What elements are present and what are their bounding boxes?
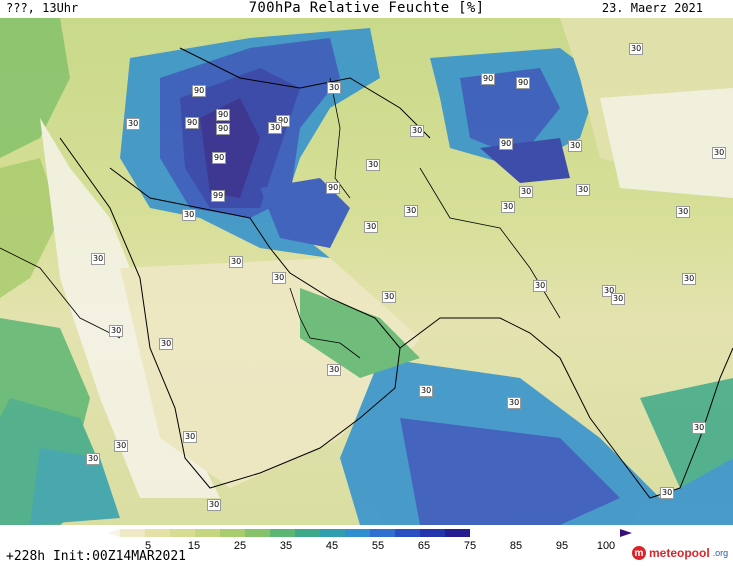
colorbar-swatch (170, 529, 195, 537)
colorbar-tick-label: 85 (509, 540, 523, 552)
colorbar-tick-label: 35 (279, 540, 293, 552)
value-label: 30 (507, 397, 522, 409)
colorbar-tick-label: 95 (555, 540, 569, 552)
logo-text: meteopool (649, 546, 710, 560)
colorbar-tick-label: 15 (187, 540, 201, 552)
value-label: 30 (419, 385, 434, 397)
colorbar-tick-label: 100 (596, 540, 616, 552)
colorbar-tip-high (620, 529, 632, 537)
logo-suffix: .org (712, 548, 729, 558)
value-label: 30 (404, 205, 419, 217)
value-label: 30 (229, 256, 244, 268)
colorbar-swatch (320, 529, 345, 537)
humidity-field (0, 18, 733, 525)
value-label: 30 (183, 431, 198, 443)
colorbar (120, 529, 470, 537)
value-label: 30 (676, 206, 691, 218)
value-label: 30 (410, 125, 425, 137)
meteopool-logo[interactable]: m meteopool .org (632, 546, 728, 560)
colorbar-tick-label: 55 (371, 540, 385, 552)
colorbar-swatch (420, 529, 445, 537)
value-label: 30 (159, 338, 174, 350)
colorbar-swatch (370, 529, 395, 537)
value-label: 30 (682, 273, 697, 285)
value-label: 90 (212, 152, 227, 164)
value-label: 30 (501, 201, 516, 213)
value-label: 30 (86, 453, 101, 465)
value-label: 30 (611, 293, 626, 305)
value-label: 30 (327, 364, 342, 376)
value-label: 90 (516, 77, 531, 89)
value-label: 90 (216, 123, 231, 135)
value-label: 30 (327, 82, 342, 94)
value-label: 30 (91, 253, 106, 265)
colorbar-tick-label: 25 (233, 540, 247, 552)
colorbar-swatch (220, 529, 245, 537)
value-label: 30 (533, 280, 548, 292)
color-legend: 5 15 25 35 45 55 65 75 85 95 100 +228h Init:00Z14M… (0, 525, 733, 566)
value-label: 90 (216, 109, 231, 121)
value-label: 30 (272, 272, 287, 284)
value-label: 30 (660, 487, 675, 499)
colorbar-swatch (270, 529, 295, 537)
value-label: 30 (366, 159, 381, 171)
value-label: 30 (268, 122, 283, 134)
header-bar: ???, 13Uhr 700hPa Relative Feuchte [%] 2… (0, 0, 733, 18)
value-label: 30 (182, 209, 197, 221)
colorbar-swatch (145, 529, 170, 537)
colorbar-swatch (295, 529, 320, 537)
forecast-date: 23. Maerz 2021 (601, 1, 703, 15)
colorbar-swatch (245, 529, 270, 537)
value-label: 99 (211, 190, 226, 202)
colorbar-tick-label: 5 (144, 540, 152, 552)
colorbar-swatch (345, 529, 370, 537)
value-label: 30 (126, 118, 141, 130)
colorbar-tick-label: 65 (417, 540, 431, 552)
value-label: 30 (692, 422, 707, 434)
value-label: 90 (185, 117, 200, 129)
value-label: 30 (629, 43, 644, 55)
value-label: 30 (364, 221, 379, 233)
value-label: 90 (481, 73, 496, 85)
colorbar-swatch (120, 529, 145, 537)
value-label: 90 (326, 182, 341, 194)
value-label: 30 (576, 184, 591, 196)
value-label: 30 (114, 440, 129, 452)
value-label: 30 (712, 147, 727, 159)
meteopool-logo-icon: m (632, 546, 646, 560)
init-time: +228h Init:00Z14MAR2021 (6, 549, 187, 564)
map-title: 700hPa Relative Feuchte [%] (248, 0, 485, 16)
value-label: 30 (382, 291, 397, 303)
colorbar-tip-low (108, 529, 120, 537)
value-label: 30 (568, 140, 583, 152)
colorbar-tick-label: 45 (325, 540, 339, 552)
colorbar-swatch (195, 529, 220, 537)
value-label: 30 (519, 186, 534, 198)
location-time: ???, 13Uhr (6, 1, 79, 15)
colorbar-swatch (395, 529, 420, 537)
value-label: 90 (499, 138, 514, 150)
colorbar-tick-label: 75 (463, 540, 477, 552)
value-label: 30 (109, 325, 124, 337)
colorbar-swatch (445, 529, 470, 537)
humidity-map (0, 18, 733, 525)
value-label: 90 (192, 85, 207, 97)
value-label: 30 (207, 499, 222, 511)
